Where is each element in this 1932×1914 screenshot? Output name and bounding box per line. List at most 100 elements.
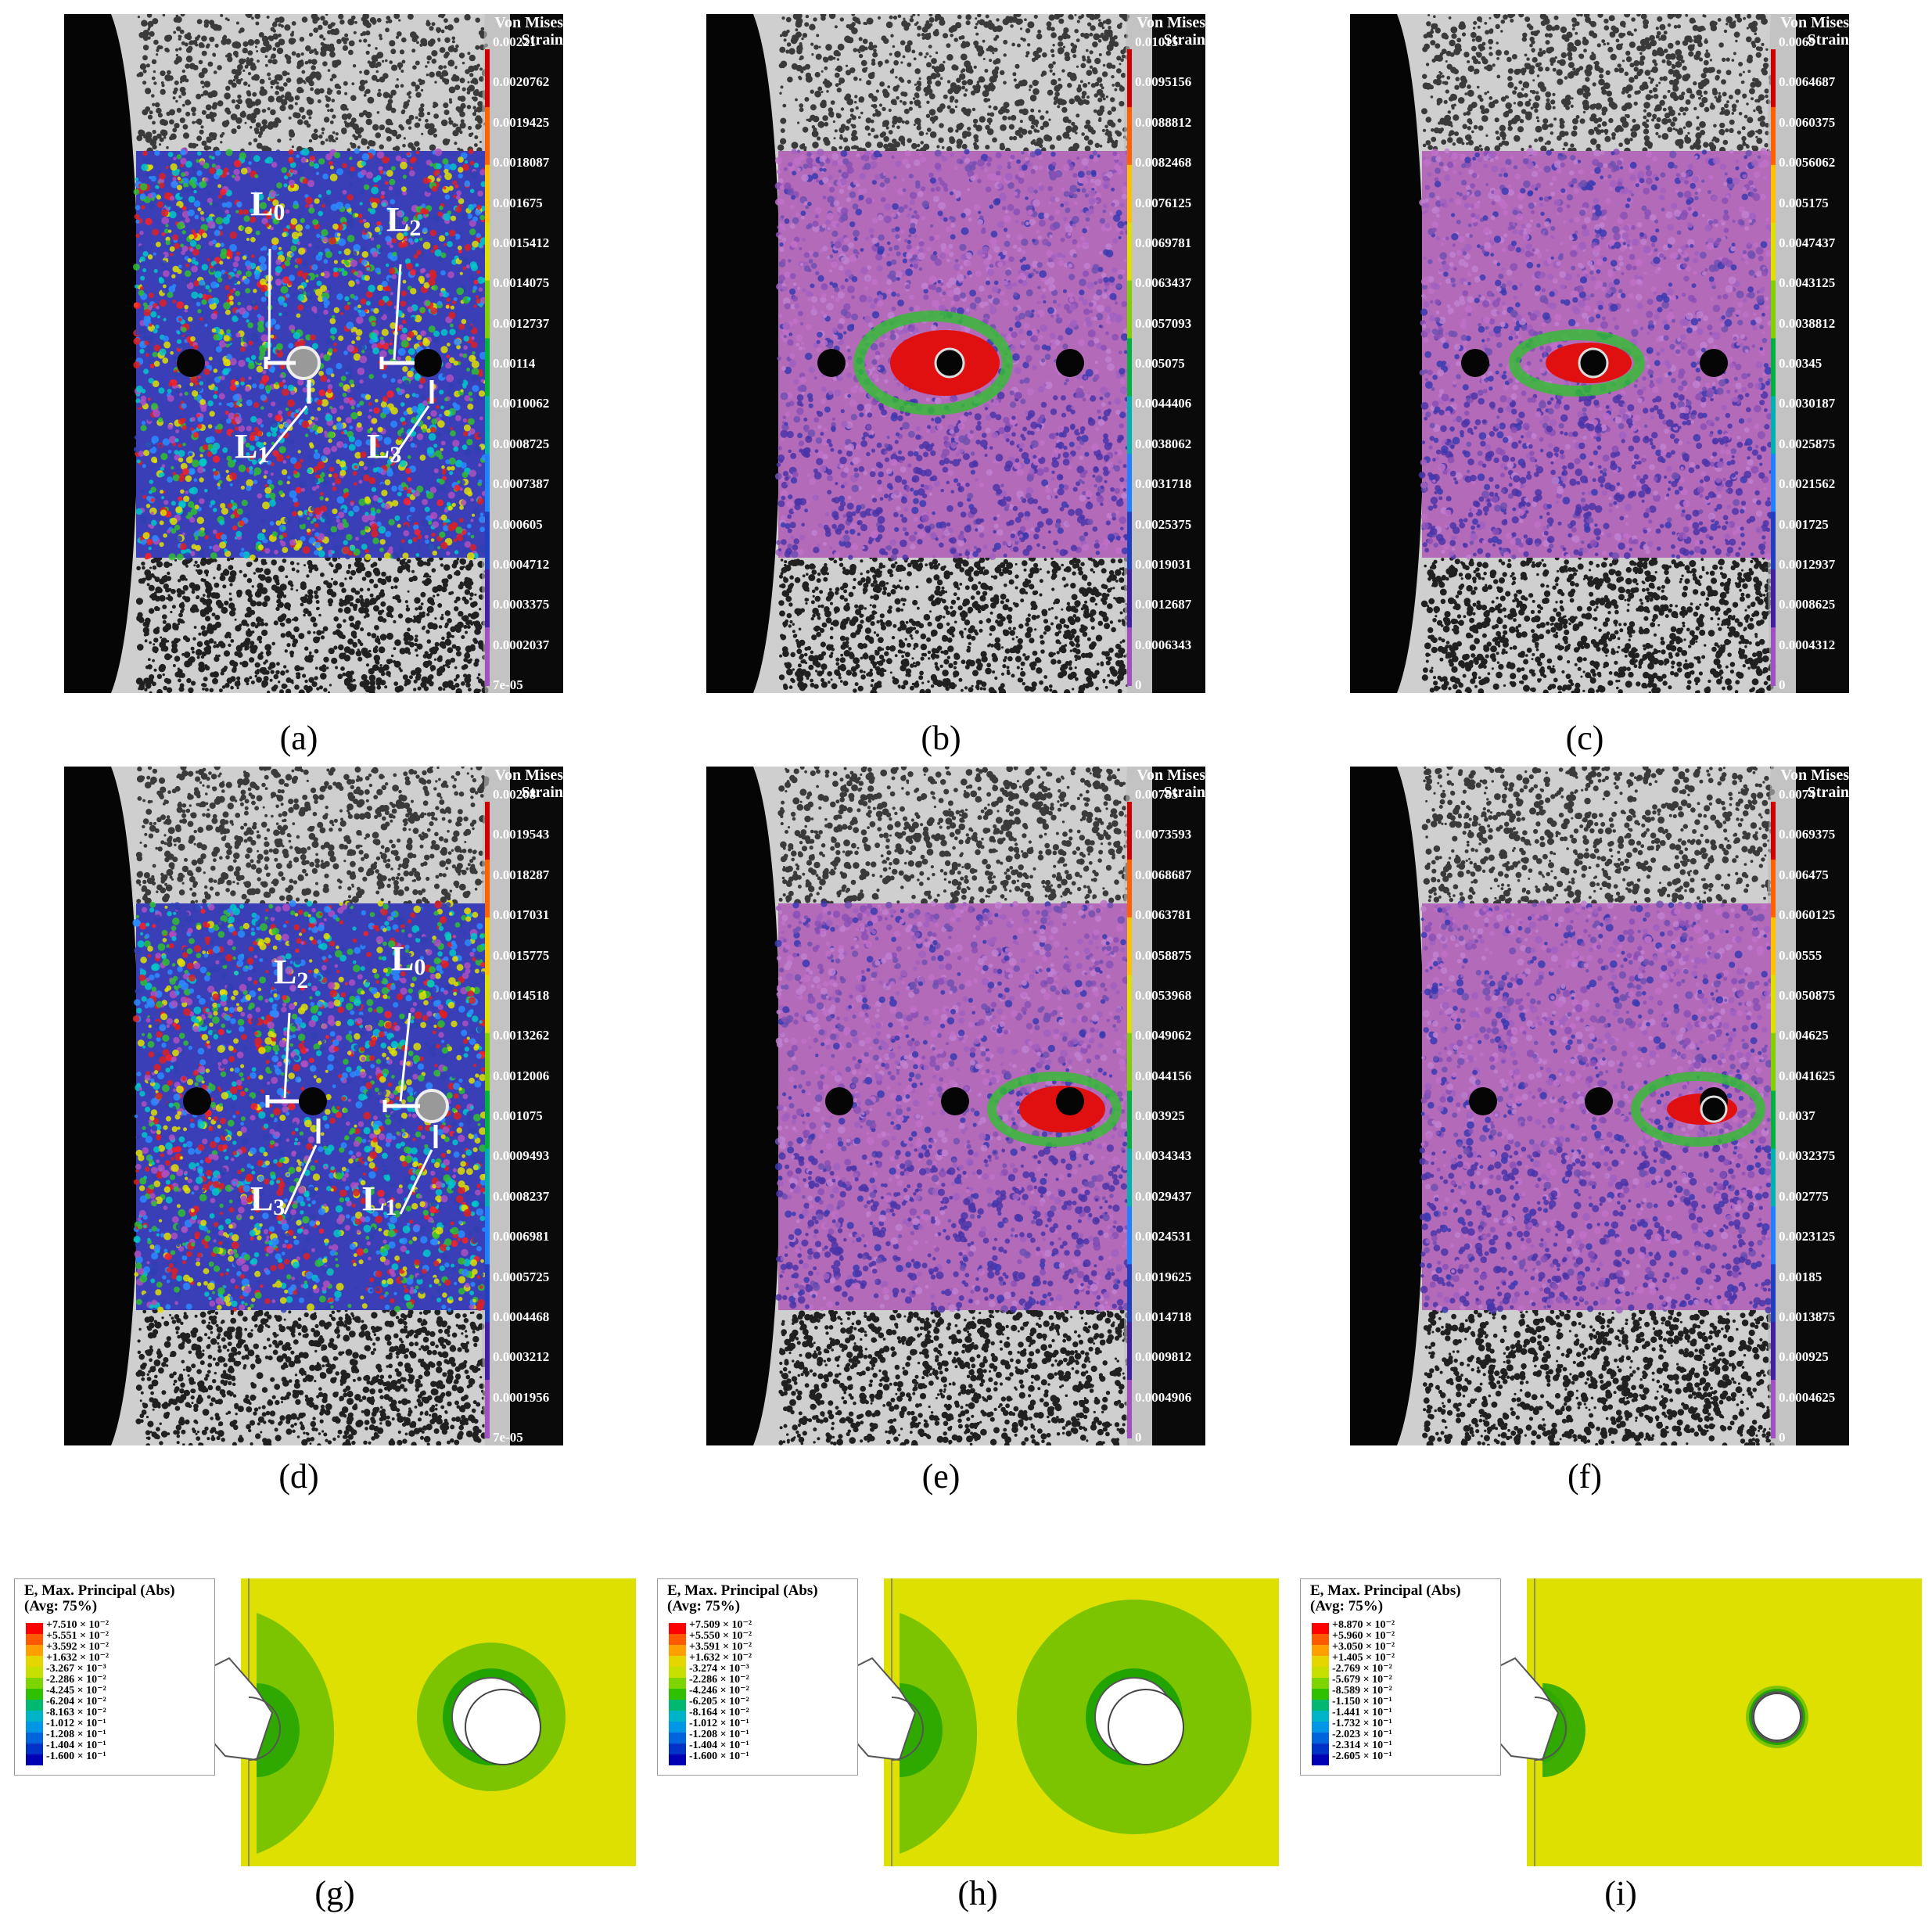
colorbar-tick: 0.0004468 <box>493 1309 549 1325</box>
colorbar-tick: 0.0069375 <box>1779 827 1835 842</box>
colorbar-tick: 0.0037 <box>1779 1108 1815 1124</box>
legend-value: -1.208 × 10⁻¹ <box>689 1728 749 1741</box>
colorbar-tick: 0.0095156 <box>1135 74 1191 90</box>
colorbar-title-line2: Strain <box>1137 31 1205 48</box>
legend-swatch <box>26 1754 43 1765</box>
legend-value: +5.550 × 10⁻² <box>689 1629 752 1643</box>
label-letter: L <box>235 427 257 465</box>
colorbar-tick: 0.0029437 <box>1135 1189 1191 1205</box>
label-letter: L <box>250 1180 273 1218</box>
colorbar-tick: 0.0024531 <box>1135 1229 1191 1244</box>
dic-image <box>1350 763 1849 1449</box>
colorbar-tick: 0.0015412 <box>493 235 549 251</box>
colorbar-title-line2: Strain <box>1780 31 1849 48</box>
colorbar-tick: 0.0014518 <box>493 988 549 1004</box>
colorbar-title: Von Mises Strain <box>1780 14 1849 48</box>
colorbar-tick: 0.0004712 <box>493 557 549 573</box>
colorbar-tick: 0.0003375 <box>493 597 549 612</box>
legend-value: +8.870 × 10⁻² <box>1332 1618 1395 1632</box>
colorbar-tick: 0.0034343 <box>1135 1148 1191 1164</box>
colorbar-tick: 0.0001956 <box>493 1390 549 1406</box>
legend-value: -1.150 × 10⁻¹ <box>1332 1695 1392 1708</box>
colorbar-tick: 0.0020762 <box>493 74 549 90</box>
legend-swatch <box>669 1667 686 1678</box>
colorbar-tick: 0.000925 <box>1779 1349 1829 1365</box>
colorbar-tick: 0.0025375 <box>1135 517 1191 533</box>
colorbar-tick: 0.0060125 <box>1779 907 1835 923</box>
colorbar-tick: 0.0005725 <box>493 1269 549 1285</box>
colorbar-tick: 0.00785 <box>1135 787 1178 803</box>
legend: E, Max. Principal (Abs) (Avg: 75%) +8.870… <box>1300 1578 1501 1776</box>
legend-value: -2.286 × 10⁻² <box>46 1673 106 1686</box>
colorbar-tick: 0.0021562 <box>1779 476 1835 492</box>
legend-value: -4.246 × 10⁻² <box>689 1684 749 1697</box>
legend-title: E, Max. Principal (Abs) <box>667 1582 818 1600</box>
fea-contour <box>197 1578 636 1866</box>
label-letter: L <box>250 185 273 223</box>
colorbar-tick: 0 <box>1135 1430 1142 1445</box>
colorbar-tick: 0.0088812 <box>1135 115 1191 131</box>
legend-swatch <box>669 1678 686 1689</box>
colorbar-title-line1: Von Mises <box>1780 14 1849 31</box>
colorbar-title: Von Mises Strain <box>494 767 563 801</box>
colorbar-tick: 0 <box>1135 677 1142 693</box>
colorbar-tick: 0.0068687 <box>1135 867 1191 883</box>
colorbar-tick: 0.0031718 <box>1135 476 1191 492</box>
legend-swatch <box>26 1689 43 1700</box>
legend-swatch <box>26 1667 43 1678</box>
colorbar-tick: 0.0057093 <box>1135 316 1191 332</box>
legend-value: -2.314 × 10⁻¹ <box>1332 1739 1392 1752</box>
legend-value: -1.404 × 10⁻¹ <box>46 1739 106 1752</box>
colorbar-tick: 0.0009493 <box>493 1148 549 1164</box>
legend-swatch <box>26 1722 43 1733</box>
legend-swatch <box>669 1634 686 1645</box>
caption-g: (g) <box>257 1873 413 1913</box>
colorbar-tick: 0.0044406 <box>1135 396 1191 411</box>
label-letter: L <box>367 427 390 465</box>
legend-value: -6.205 × 10⁻² <box>689 1695 749 1708</box>
label-letter: L <box>362 1180 385 1218</box>
caption-c: (c) <box>1506 718 1663 758</box>
legend-swatch <box>1312 1689 1329 1700</box>
legend-swatch <box>1312 1711 1329 1722</box>
legend-value: -2.769 × 10⁻² <box>1332 1662 1392 1675</box>
label-letter: L <box>386 200 409 239</box>
legend-value: -2.023 × 10⁻¹ <box>1332 1728 1392 1741</box>
fea-panel-g: E, Max. Principal (Abs) (Avg: 75%) +7.510… <box>14 1572 640 1869</box>
label-l1: L1 <box>362 1179 397 1221</box>
colorbar-tick: 0.0030187 <box>1779 396 1835 411</box>
colorbar-tick: 0.0003212 <box>493 1349 549 1365</box>
legend-swatch <box>26 1623 43 1634</box>
colorbar-tick: 0.0004625 <box>1779 1390 1835 1406</box>
fea-contour <box>840 1578 1279 1866</box>
dic-image <box>706 11 1205 697</box>
colorbar-tick: 0.00114 <box>493 356 535 372</box>
label-l2: L2 <box>274 952 308 994</box>
colorbar-tick: 0.00555 <box>1779 948 1822 964</box>
legend-swatch <box>1312 1722 1329 1733</box>
legend-swatch <box>26 1711 43 1722</box>
legend-swatch <box>26 1656 43 1667</box>
colorbar-tick: 0.0069781 <box>1135 235 1191 251</box>
label-letter: L <box>391 939 414 978</box>
legend-value: -8.164 × 10⁻² <box>689 1706 749 1719</box>
label-subscript: 2 <box>296 968 308 993</box>
caption-a: (a) <box>221 718 377 758</box>
colorbar-tick: 0.0012687 <box>1135 597 1191 612</box>
dic-panel-f: Von Mises Strain 0.0074 0.0069375 0.006475 0.… <box>1350 763 1849 1449</box>
colorbar-tick: 0.0012937 <box>1779 557 1835 573</box>
colorbar-tick: 0.00208 <box>493 787 536 803</box>
colorbar-tick: 0.001075 <box>493 1108 543 1124</box>
colorbar-tick: 0.0019543 <box>493 827 549 842</box>
colorbar-tick: 0.005175 <box>1779 196 1829 211</box>
dic-image <box>64 763 563 1449</box>
legend-value: +1.632 × 10⁻² <box>46 1651 109 1664</box>
label-subscript: 3 <box>390 442 401 468</box>
legend-swatch <box>669 1689 686 1700</box>
legend-value: +5.551 × 10⁻² <box>46 1629 109 1643</box>
colorbar-tick: 0.0018287 <box>493 867 549 883</box>
label-l1: L1 <box>235 426 269 469</box>
legend-swatch <box>1312 1656 1329 1667</box>
colorbar-tick: 0.0008237 <box>493 1189 549 1205</box>
caption-e: (e) <box>863 1456 1019 1496</box>
